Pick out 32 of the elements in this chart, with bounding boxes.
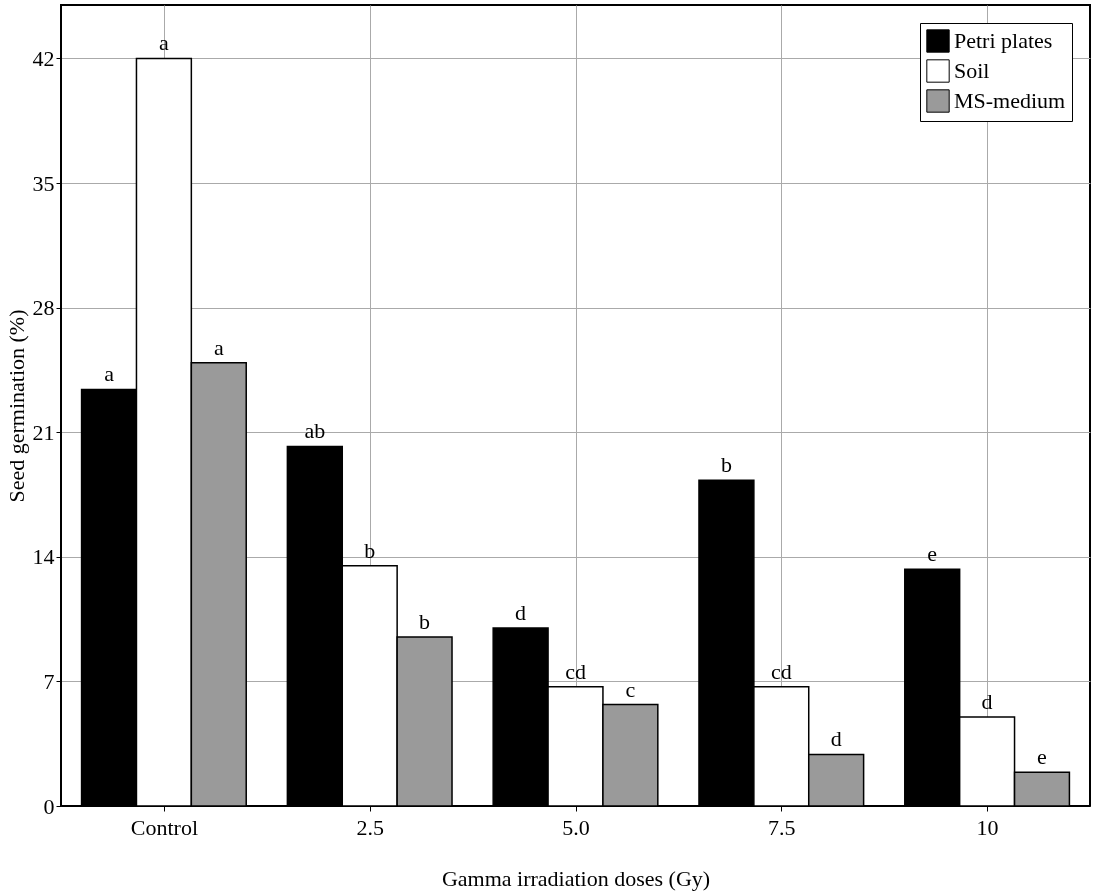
x-tick-label: Control (130, 814, 199, 840)
y-tick-label: 7 (43, 668, 55, 694)
data-label: a (213, 334, 224, 360)
y-tick-label: 14 (32, 544, 55, 570)
x-tick-label: 2.5 (356, 814, 384, 840)
data-label: a (104, 361, 115, 387)
x-tick-label: 10 (976, 814, 999, 840)
data-label: d (515, 600, 527, 625)
y-tick-label: 0 (43, 793, 55, 819)
x-tick-label: 7.5 (768, 814, 796, 840)
legend-label: Soil (954, 58, 990, 83)
y-tick-label: 42 (32, 45, 55, 71)
y-tick-label: 28 (32, 295, 55, 321)
data-label: e (927, 541, 938, 567)
y-tick-label: 35 (32, 170, 55, 196)
y-axis-title: Seed germination (%) (3, 309, 29, 503)
legend-label: MS-medium (954, 88, 1066, 113)
data-label: a (159, 30, 170, 56)
data-label: b (364, 537, 376, 563)
data-label: b (720, 452, 732, 478)
data-label: d (981, 689, 993, 714)
data-label: cd (770, 658, 792, 684)
data-label: b (419, 608, 431, 634)
legend-label: Petri plates (954, 28, 1053, 53)
x-axis-title: Gamma irradiation doses (Gy) (441, 865, 711, 891)
data-label: cd (565, 658, 586, 684)
y-tick-label: 21 (32, 419, 55, 445)
data-label: c (625, 676, 636, 702)
data-label: e (1037, 744, 1047, 770)
data-label: d (830, 726, 842, 752)
data-label: ab (304, 418, 326, 444)
x-tick-label: 5.0 (562, 814, 590, 840)
